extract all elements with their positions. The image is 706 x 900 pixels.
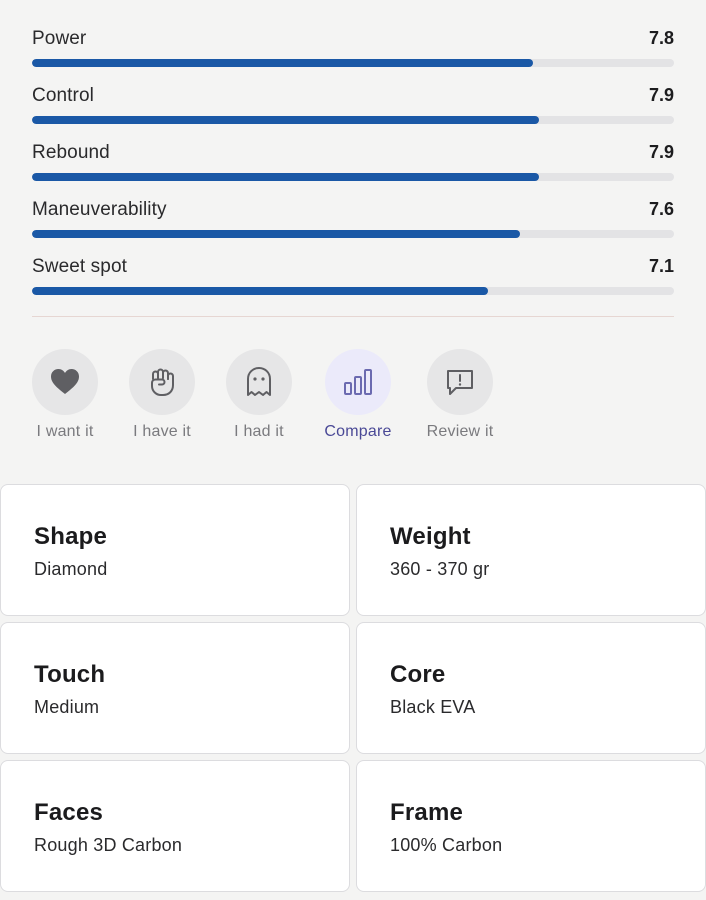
rating-value: 7.6 [648, 199, 674, 219]
rating-maneuverability: Maneuverability 7.6 [32, 199, 674, 256]
review-it-button[interactable]: Review it [410, 349, 510, 441]
action-label: Compare [324, 423, 392, 440]
action-circle [129, 349, 195, 415]
rating-bar-track [32, 59, 674, 67]
spec-title: Faces [34, 799, 104, 826]
spec-card-shape: Shape Diamond [0, 484, 350, 616]
rating-bar-track [32, 230, 674, 238]
rating-value: 7.9 [648, 85, 674, 105]
rating-sweet-spot: Sweet spot 7.1 [32, 256, 674, 313]
rating-bar-track [32, 116, 674, 124]
bar-chart-icon [344, 369, 372, 395]
rating-bar-fill [32, 116, 540, 124]
compare-button[interactable]: Compare [308, 349, 408, 441]
rating-bar-track [32, 287, 674, 295]
section-divider [32, 316, 674, 317]
rating-bar-fill [32, 173, 540, 181]
spec-card-core: Core Black EVA [356, 622, 706, 754]
action-bar: I want it I have it I had [30, 349, 510, 449]
action-circle [226, 349, 292, 415]
action-label: I had it [234, 423, 284, 440]
spec-value: Rough 3D Carbon [34, 835, 183, 855]
action-label: Review it [426, 423, 494, 440]
rating-label: Rebound [32, 142, 110, 163]
comment-icon [447, 370, 473, 395]
spec-card-weight: Weight 360 - 370 gr [356, 484, 706, 616]
action-circle [427, 349, 493, 415]
spec-card-touch: Touch Medium [0, 622, 350, 754]
action-label: I want it [36, 423, 94, 440]
spec-card-faces: Faces Rough 3D Carbon [0, 760, 350, 892]
heart-icon [51, 369, 79, 394]
rating-value: 7.1 [648, 256, 674, 276]
i-had-it-button[interactable]: I had it [209, 349, 309, 441]
rating-bar-fill [32, 59, 533, 67]
rating-control: Control 7.9 [32, 85, 674, 142]
action-label: I have it [133, 423, 191, 440]
action-circle [32, 349, 98, 415]
spec-title: Touch [34, 661, 106, 688]
action-circle [325, 349, 391, 415]
rating-label: Control [32, 85, 94, 106]
i-have-it-button[interactable]: I have it [112, 349, 212, 441]
rating-value: 7.8 [648, 28, 674, 48]
spec-title: Frame [390, 799, 464, 826]
rating-bar-fill [32, 230, 520, 238]
spec-title: Core [390, 661, 446, 688]
ghost-icon [247, 367, 271, 396]
ratings-section: Power 7.8 Control 7.9 Rebound 7.9 [32, 28, 674, 313]
rating-bar-track [32, 173, 674, 181]
spec-title: Weight [390, 523, 471, 550]
rating-label: Sweet spot [32, 256, 127, 277]
rating-value: 7.9 [648, 142, 674, 162]
rating-rebound: Rebound 7.9 [32, 142, 674, 199]
rating-label: Maneuverability [32, 199, 167, 220]
spec-value: Diamond [34, 559, 108, 579]
spec-title: Shape [34, 523, 108, 550]
spec-value: 100% Carbon [390, 835, 503, 855]
i-want-it-button[interactable]: I want it [15, 349, 115, 441]
spec-value: Black EVA [390, 697, 476, 717]
fist-icon [151, 368, 174, 396]
spec-value: 360 - 370 gr [390, 559, 490, 579]
rating-label: Power [32, 28, 87, 49]
rating-power: Power 7.8 [32, 28, 674, 85]
spec-value: Medium [34, 697, 100, 717]
spec-card-frame: Frame 100% Carbon [356, 760, 706, 892]
rating-bar-fill [32, 287, 488, 295]
